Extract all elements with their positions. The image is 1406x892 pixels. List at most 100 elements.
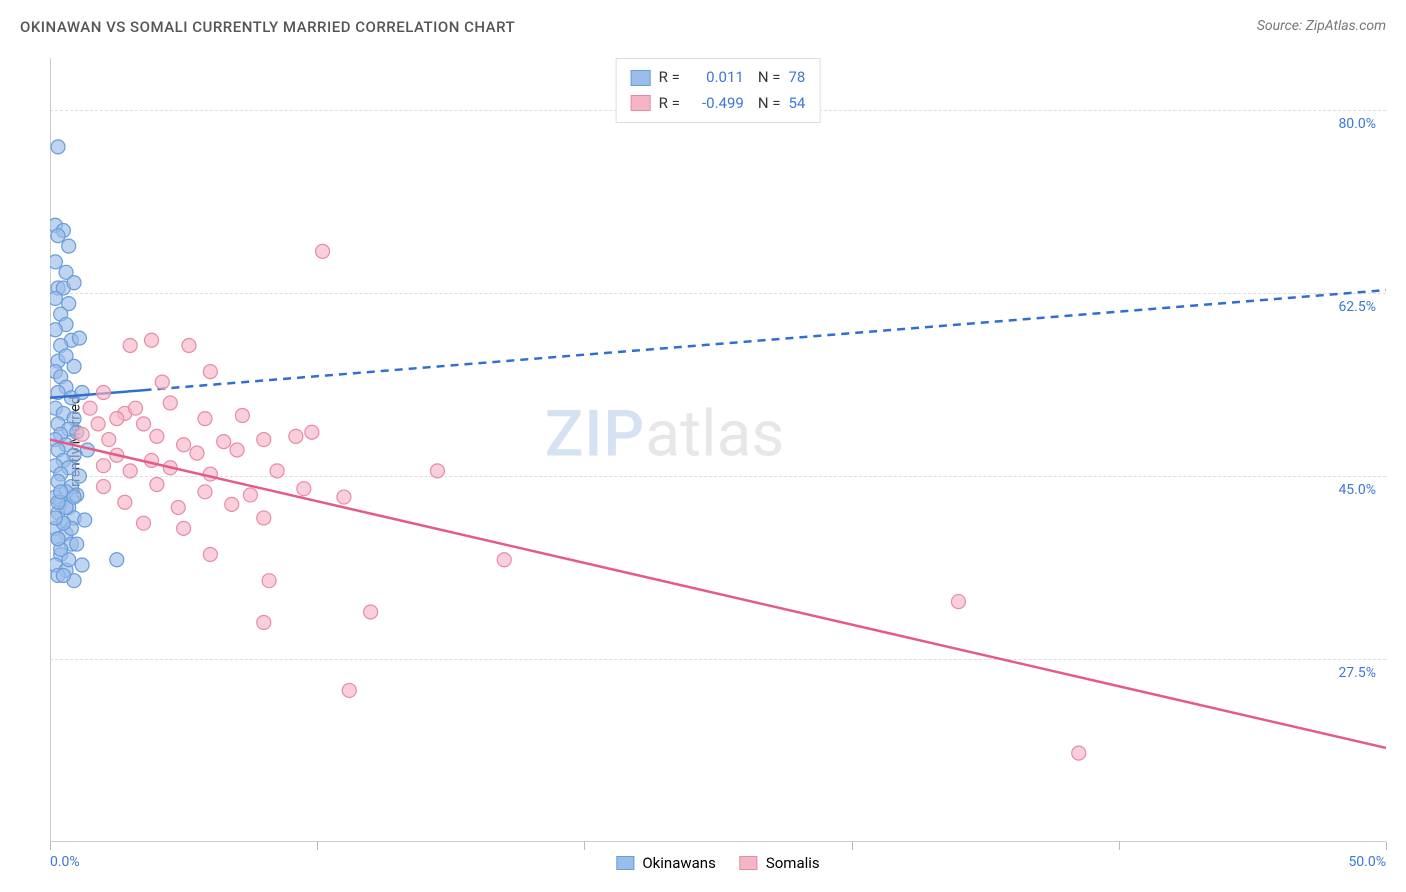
scatter-point <box>56 568 70 582</box>
scatter-point <box>155 375 169 389</box>
legend-stats-row-1: R = 0.011 N = 78 <box>631 65 806 91</box>
scatter-point <box>257 511 271 525</box>
legend-swatch-somalis <box>631 95 651 111</box>
scatter-point <box>289 429 303 443</box>
scatter-point <box>50 511 62 525</box>
n-label: N = <box>758 91 781 117</box>
scatter-point <box>430 464 444 478</box>
scatter-point <box>137 516 151 530</box>
r-value-somalis: -0.499 <box>688 91 744 117</box>
plot-area: 27.5%45.0%62.5%80.0% <box>50 58 1386 842</box>
scatter-point <box>337 490 351 504</box>
scatter-point <box>51 140 65 154</box>
scatter-point <box>51 229 65 243</box>
legend-bottom-swatch-okinawans <box>616 856 634 870</box>
scatter-point <box>217 435 231 449</box>
scatter-point <box>225 497 239 511</box>
x-tick <box>852 842 853 850</box>
scatter-point <box>230 443 244 457</box>
scatter-point <box>67 276 81 290</box>
scatter-point <box>145 333 159 347</box>
scatter-point <box>951 595 965 609</box>
scatter-point <box>150 477 164 491</box>
scatter-point <box>83 401 97 415</box>
scatter-point <box>163 396 177 410</box>
scatter-point <box>75 386 89 400</box>
scatter-point <box>110 553 124 567</box>
plot-svg <box>50 58 1386 842</box>
chart-container: Currently Married ZIPatlas R = 0.011 N =… <box>50 58 1386 842</box>
scatter-point <box>137 417 151 431</box>
n-value-somalis: 54 <box>788 91 805 117</box>
scatter-point <box>96 480 110 494</box>
scatter-point <box>305 425 319 439</box>
scatter-point <box>198 485 212 499</box>
scatter-point <box>50 291 62 305</box>
scatter-point <box>110 412 124 426</box>
chart-title: OKINAWAN VS SOMALI CURRENTLY MARRIED COR… <box>20 18 515 36</box>
legend-bottom-label-okinawans: Okinawans <box>642 854 715 872</box>
r-label: R = <box>659 91 680 117</box>
scatter-point <box>262 574 276 588</box>
scatter-point <box>177 438 191 452</box>
scatter-point <box>257 433 271 447</box>
r-value-okinawans: 0.011 <box>688 65 744 91</box>
scatter-point <box>91 417 105 431</box>
scatter-point <box>75 558 89 572</box>
scatter-point <box>62 239 76 253</box>
scatter-point <box>70 537 84 551</box>
x-axis-start-label: 0.0% <box>50 854 80 870</box>
scatter-point <box>270 464 284 478</box>
legend-swatch-okinawans <box>631 70 651 86</box>
trend-line-solid <box>50 440 1386 748</box>
scatter-point <box>171 500 185 514</box>
legend-bottom-label-somalis: Somalis <box>766 854 820 872</box>
scatter-point <box>316 244 330 258</box>
scatter-point <box>123 338 137 352</box>
scatter-point <box>235 409 249 423</box>
legend-stats-row-2: R = -0.499 N = 54 <box>631 91 806 117</box>
n-label: N = <box>758 65 781 91</box>
scatter-point <box>72 331 86 345</box>
scatter-point <box>190 446 204 460</box>
scatter-point <box>78 513 92 527</box>
scatter-point <box>50 323 62 337</box>
legend-bottom: Okinawans Somalis <box>616 854 819 872</box>
scatter-point <box>297 482 311 496</box>
scatter-point <box>203 365 217 379</box>
scatter-point <box>198 412 212 426</box>
legend-stats: R = 0.011 N = 78 R = -0.499 N = 54 <box>616 58 821 123</box>
scatter-point <box>50 255 62 269</box>
legend-item-somalis: Somalis <box>740 854 820 872</box>
scatter-point <box>203 548 217 562</box>
scatter-point <box>75 427 89 441</box>
legend-item-okinawans: Okinawans <box>616 854 715 872</box>
scatter-point <box>123 464 137 478</box>
scatter-point <box>257 615 271 629</box>
x-tick <box>50 842 51 850</box>
scatter-point <box>177 521 191 535</box>
legend-bottom-swatch-somalis <box>740 856 758 870</box>
x-tick <box>584 842 585 850</box>
scatter-point <box>342 683 356 697</box>
n-value-okinawans: 78 <box>788 65 805 91</box>
scatter-point <box>54 485 68 499</box>
scatter-point <box>51 532 65 546</box>
scatter-point <box>150 429 164 443</box>
scatter-point <box>364 605 378 619</box>
scatter-point <box>96 459 110 473</box>
x-tick <box>317 842 318 850</box>
scatter-point <box>497 553 511 567</box>
x-tick <box>1119 842 1120 850</box>
scatter-point <box>182 338 196 352</box>
scatter-point <box>67 359 81 373</box>
scatter-point <box>1072 746 1086 760</box>
scatter-point <box>96 386 110 400</box>
scatter-point <box>102 433 116 447</box>
scatter-point <box>118 495 132 509</box>
scatter-point <box>243 488 257 502</box>
trend-line-dashed <box>144 290 1386 390</box>
scatter-point <box>129 401 143 415</box>
x-axis-end-label: 50.0% <box>1348 854 1386 870</box>
x-tick <box>1386 842 1387 850</box>
